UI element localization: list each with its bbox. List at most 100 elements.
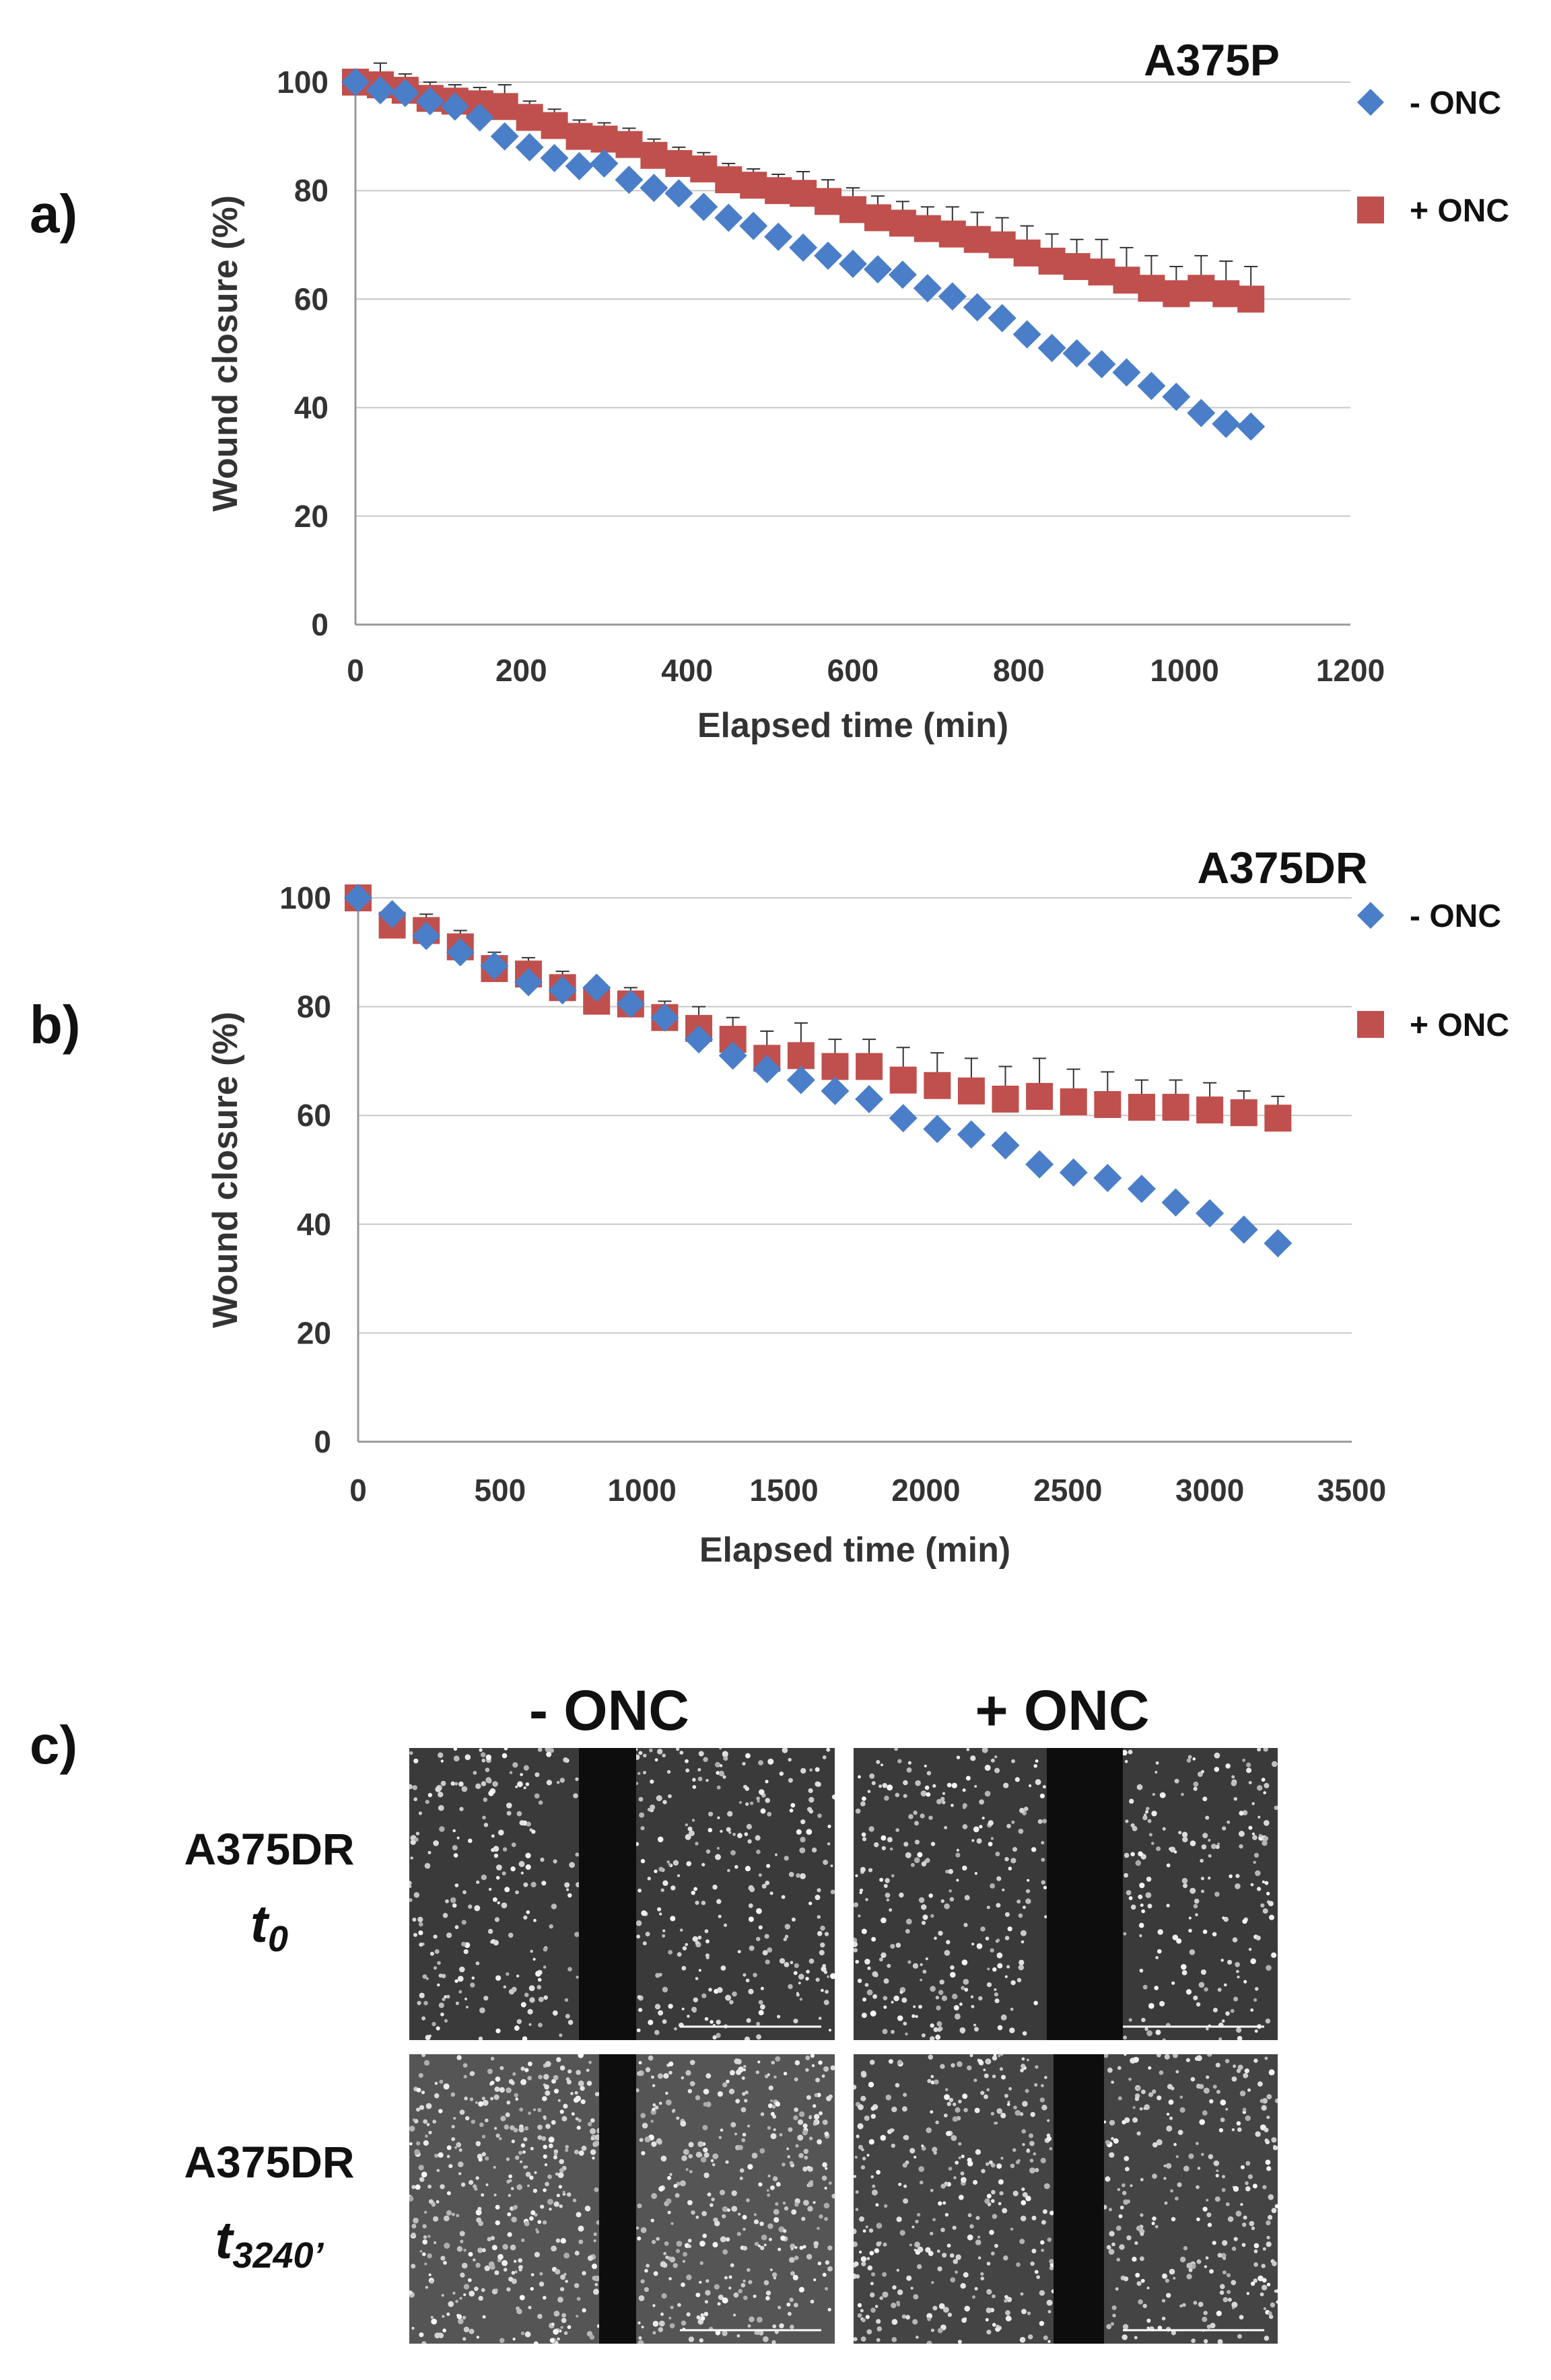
data-point-minus-onc [1162,382,1191,411]
data-point-minus-onc [1112,358,1141,387]
data-point-plus-onc [1094,1091,1122,1119]
data-point-plus-onc [992,1085,1019,1113]
data-point-plus-onc [839,196,866,223]
data-point-plus-onc [1060,1088,1087,1115]
data-point-plus-onc [516,104,543,131]
data-point-minus-onc [515,133,544,162]
micrograph-plus-onc-t3240 [854,2054,1278,2344]
y-tick-label: 0 [311,607,329,642]
x-tick-label: 2500 [1033,1473,1102,1508]
data-point-minus-onc [963,293,992,322]
column-label-minus-onc: - ONC [529,1679,689,1742]
y-tick-label: 40 [297,1207,331,1242]
data-point-plus-onc [963,225,991,253]
data-point-minus-onc [1093,1164,1122,1193]
data-point-minus-onc [1229,1215,1258,1244]
data-point-minus-onc [440,92,469,121]
data-point-plus-onc [938,220,966,248]
y-tick-label: 60 [297,1098,331,1133]
panel-label-a: a) [30,184,77,244]
data-point-plus-onc [1038,247,1066,275]
data-point-minus-onc [1062,339,1091,368]
data-point-minus-onc [490,122,519,151]
data-point-minus-onc [913,274,942,303]
data-point-minus-onc [1161,1188,1190,1217]
data-point-minus-onc [1212,409,1241,438]
data-point-minus-onc [855,1084,884,1113]
y-tick-label: 20 [294,499,329,534]
micrograph-minus-onc-t3240 [409,2054,835,2344]
data-point-minus-onc [753,1055,782,1084]
data-point-plus-onc [1237,285,1265,313]
x-tick-label: 3000 [1175,1473,1244,1508]
data-point-plus-onc [765,177,792,205]
data-point-plus-onc [1196,1096,1224,1124]
legend-marker-minus-onc [1357,89,1384,116]
micrograph-plus-onc-t0 [854,1748,1278,2040]
data-point-minus-onc [888,260,917,289]
data-point-plus-onc [1138,275,1165,302]
x-tick-label: 1000 [608,1473,677,1508]
x-tick-label: 3500 [1317,1473,1386,1508]
data-point-minus-onc [465,103,494,132]
y-axis-label: Wound closure (%) [206,195,245,512]
data-point-plus-onc [690,155,718,182]
y-tick-label: 100 [277,65,329,100]
data-point-plus-onc [491,93,518,120]
x-tick-label: 1000 [1150,653,1218,688]
row-label-time-t3240: t3240’ [215,2210,324,2276]
data-point-plus-onc [924,1072,951,1099]
data-point-minus-onc [1012,320,1041,349]
row-label-cell-t0: A375DR [184,1824,354,1874]
y-tick-label: 60 [294,281,329,316]
data-point-minus-onc [839,250,867,279]
data-point-minus-onc [390,79,419,108]
x-tick-label: 200 [495,653,547,688]
legend-label-plus-onc: + ONC [1410,1008,1509,1043]
data-point-plus-onc [1230,1099,1257,1127]
data-point-plus-onc [889,1066,917,1094]
data-point-minus-onc [991,1131,1020,1160]
data-point-minus-onc [863,255,892,284]
data-point-minus-onc [1196,1199,1225,1228]
data-point-minus-onc [514,968,543,997]
data-point-minus-onc [764,222,793,251]
data-point-minus-onc [615,166,644,195]
chart-title: A375P [1144,35,1280,85]
x-tick-label: 0 [349,1473,367,1508]
chart-title: A375DR [1197,843,1367,893]
data-point-plus-onc [640,141,668,169]
legend-label-minus-onc: - ONC [1410,85,1501,121]
row-label-cell-t3240: A375DR [184,2137,354,2187]
data-point-plus-onc [541,112,568,139]
data-point-minus-onc [412,921,441,950]
panel-label-c: c) [30,1715,77,1775]
data-point-minus-onc [1137,372,1166,400]
data-point-minus-onc [1087,350,1116,379]
data-point-minus-onc [415,87,444,116]
data-point-minus-onc [938,282,967,311]
data-point-plus-onc [740,172,767,199]
data-point-minus-onc [480,952,509,980]
x-tick-label: 1200 [1316,653,1385,688]
x-axis-label: Elapsed time (min) [699,1531,1010,1570]
x-tick-label: 2000 [891,1473,960,1508]
data-point-plus-onc [1162,1094,1190,1121]
y-tick-label: 100 [279,880,331,915]
y-tick-label: 80 [297,989,331,1024]
data-point-plus-onc [1063,253,1091,281]
y-tick-label: 40 [294,390,329,425]
data-point-plus-onc [565,123,593,150]
x-axis-label: Elapsed time (min) [697,706,1008,745]
data-point-plus-onc [957,1077,985,1105]
data-point-minus-onc [685,1025,714,1054]
x-tick-label: 1500 [749,1473,818,1508]
data-point-plus-onc [1212,280,1240,308]
data-point-minus-onc [640,174,668,203]
data-point-plus-onc [1088,258,1115,286]
data-point-plus-onc [1013,239,1041,267]
data-point-minus-onc [582,973,611,1002]
data-point-plus-onc [665,149,693,177]
data-point-minus-onc [923,1115,952,1144]
